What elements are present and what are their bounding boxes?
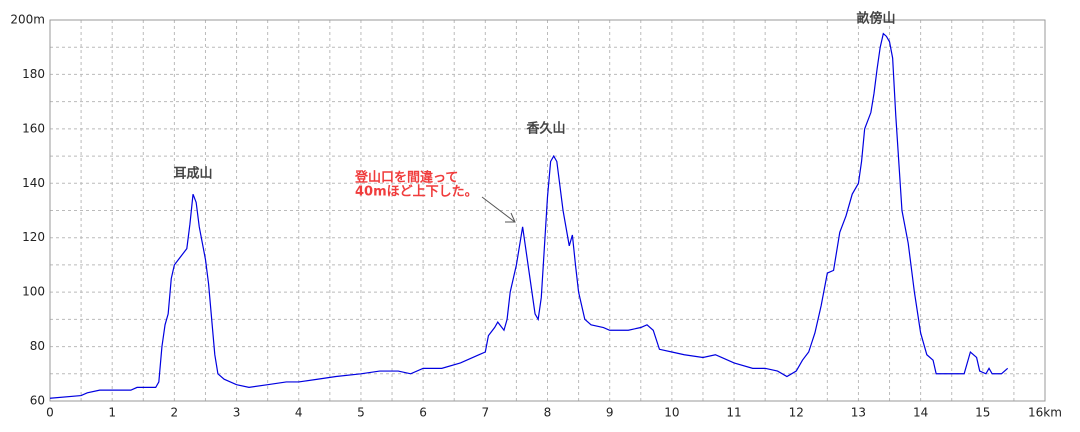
annotation-arrow (481, 196, 516, 223)
x-tick-label: 10 (664, 406, 679, 420)
x-tick-label: 11 (726, 406, 741, 420)
x-tick-label: 5 (357, 406, 365, 420)
peak-label: 香久山 (525, 121, 565, 137)
x-tick-label: 1 (108, 406, 116, 420)
y-tick-label: 140 (22, 176, 45, 190)
x-tick-label: 0 (46, 406, 54, 420)
x-tick-label: 9 (606, 406, 614, 420)
annotation: 40mほど上下した。 (355, 185, 478, 200)
x-tick-label: 16km (1028, 406, 1062, 420)
y-tick-label: 80 (30, 339, 45, 353)
x-tick-label: 4 (295, 406, 303, 420)
annotation: 登山口を間違って (354, 170, 458, 186)
y-tick-label: 180 (22, 67, 45, 81)
x-tick-label: 15 (975, 406, 990, 420)
x-tick-label: 13 (851, 406, 866, 420)
peak-label: 耳成山 (173, 166, 212, 182)
x-tick-label: 8 (544, 406, 552, 420)
x-tick-label: 6 (419, 406, 427, 420)
y-tick-label: 120 (22, 230, 45, 244)
x-tick-label: 12 (789, 406, 804, 420)
x-tick-label: 14 (913, 406, 928, 420)
y-tick-label: 60 (30, 394, 45, 408)
elevation-line (49, 32, 1009, 399)
plot-area (49, 19, 1046, 402)
y-tick-label: 200m (10, 13, 45, 27)
x-tick-label: 7 (481, 406, 489, 420)
y-tick-label: 100 (22, 285, 45, 299)
peak-label: 畝傍山 (856, 11, 895, 27)
plot-border (49, 19, 1046, 402)
x-tick-label: 3 (233, 406, 241, 420)
y-tick-label: 160 (22, 121, 45, 135)
x-tick-label: 2 (171, 406, 179, 420)
